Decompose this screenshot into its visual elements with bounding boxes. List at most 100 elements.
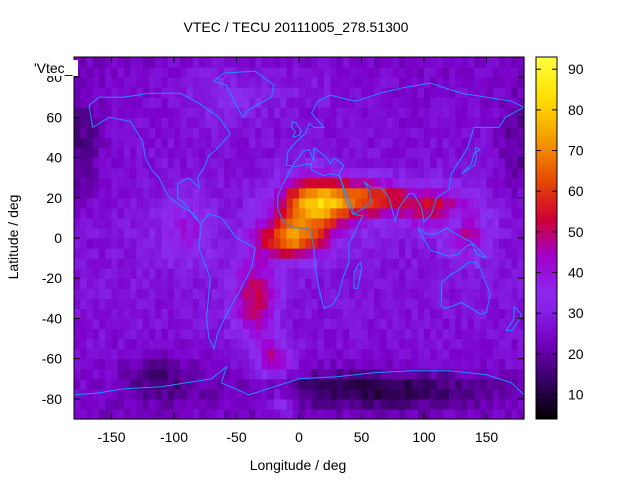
heatmap-cell bbox=[205, 167, 213, 179]
heatmap-cell bbox=[455, 248, 463, 259]
heatmap-cell bbox=[305, 167, 313, 179]
heatmap-cell bbox=[280, 157, 288, 169]
heatmap-cell bbox=[111, 137, 119, 149]
heatmap-cell bbox=[174, 127, 181, 139]
heatmap-cell bbox=[499, 167, 506, 179]
heatmap-cell bbox=[355, 288, 363, 299]
heatmap-cell bbox=[380, 227, 388, 239]
heatmap-cell bbox=[467, 328, 475, 340]
heatmap-cell bbox=[161, 238, 169, 249]
heatmap-cell bbox=[224, 157, 231, 169]
heatmap-cell bbox=[249, 238, 256, 249]
heatmap-cell bbox=[267, 187, 275, 199]
heatmap-cell bbox=[349, 157, 356, 169]
heatmap-cell bbox=[180, 378, 188, 390]
heatmap-cell bbox=[199, 368, 206, 380]
heatmap-cell bbox=[474, 328, 481, 340]
heatmap-cell bbox=[311, 187, 319, 199]
heatmap-cell bbox=[274, 398, 281, 410]
heatmap-cell bbox=[305, 368, 313, 380]
heatmap-cell bbox=[142, 328, 150, 340]
heatmap-cell bbox=[130, 107, 138, 118]
heatmap-cell bbox=[405, 177, 413, 189]
heatmap-cell bbox=[342, 227, 350, 239]
heatmap-cell bbox=[317, 398, 325, 410]
heatmap-cell bbox=[436, 147, 444, 159]
heatmap-cell bbox=[492, 378, 500, 390]
heatmap-cell bbox=[511, 57, 519, 68]
heatmap-cell bbox=[286, 177, 294, 189]
heatmap-cell bbox=[274, 207, 281, 219]
heatmap-cell bbox=[342, 167, 350, 179]
heatmap-cell bbox=[424, 318, 431, 330]
heatmap-cell bbox=[386, 288, 394, 299]
heatmap-cell bbox=[92, 227, 100, 239]
heatmap-cell bbox=[130, 187, 138, 199]
heatmap-cell bbox=[261, 157, 269, 169]
heatmap-cell bbox=[424, 258, 431, 269]
heatmap-cell bbox=[511, 117, 519, 128]
heatmap-cell bbox=[255, 117, 263, 128]
heatmap-cell bbox=[149, 77, 156, 88]
heatmap-cell bbox=[492, 398, 500, 410]
heatmap-cell bbox=[86, 398, 94, 410]
heatmap-cell bbox=[461, 117, 469, 128]
heatmap-cell bbox=[386, 238, 394, 249]
heatmap-cell bbox=[149, 67, 156, 78]
heatmap-cell bbox=[417, 338, 425, 350]
heatmap-cell bbox=[361, 328, 369, 340]
heatmap-cell bbox=[467, 298, 475, 309]
heatmap-cell bbox=[186, 107, 194, 118]
heatmap-cell bbox=[411, 227, 419, 239]
heatmap-cell bbox=[392, 258, 400, 269]
heatmap-cell bbox=[211, 207, 219, 219]
heatmap-cell bbox=[467, 67, 475, 78]
heatmap-cell bbox=[211, 117, 219, 128]
heatmap-cell bbox=[505, 57, 513, 68]
heatmap-cell bbox=[511, 147, 519, 159]
heatmap-cell bbox=[311, 358, 319, 370]
heatmap-cell bbox=[349, 117, 356, 128]
heatmap-cell bbox=[342, 298, 350, 309]
heatmap-cell bbox=[349, 278, 356, 289]
heatmap-cell bbox=[286, 197, 294, 209]
heatmap-cell bbox=[199, 408, 206, 420]
heatmap-cell bbox=[455, 107, 463, 118]
heatmap-cell bbox=[311, 378, 319, 390]
heatmap-cell bbox=[192, 358, 200, 370]
heatmap-cell bbox=[330, 408, 338, 420]
heatmap-cell bbox=[224, 278, 231, 289]
heatmap-cell bbox=[99, 278, 106, 289]
heatmap-cell bbox=[86, 217, 94, 229]
heatmap-cell bbox=[486, 57, 494, 68]
heatmap-cell bbox=[342, 358, 350, 370]
heatmap-cell bbox=[386, 107, 394, 118]
heatmap-cell bbox=[161, 408, 169, 420]
heatmap-cell bbox=[255, 268, 263, 279]
heatmap-cell bbox=[286, 298, 294, 309]
heatmap-cell bbox=[305, 268, 313, 279]
heatmap-cell bbox=[499, 137, 506, 149]
heatmap-cell bbox=[286, 77, 294, 88]
heatmap-cell bbox=[105, 408, 113, 420]
heatmap-cell bbox=[192, 107, 200, 118]
heatmap-cell bbox=[80, 328, 88, 340]
heatmap-cell bbox=[211, 328, 219, 340]
heatmap-cell bbox=[130, 117, 138, 128]
heatmap-cell bbox=[386, 77, 394, 88]
heatmap-cell bbox=[374, 147, 381, 159]
heatmap-cell bbox=[417, 117, 425, 128]
heatmap-cell bbox=[217, 408, 225, 420]
heatmap-cell bbox=[180, 298, 188, 309]
heatmap-cell bbox=[80, 107, 88, 118]
heatmap-cell bbox=[142, 238, 150, 249]
heatmap-cell bbox=[124, 127, 131, 139]
heatmap-cell bbox=[461, 378, 469, 390]
heatmap-cell bbox=[292, 298, 300, 309]
heatmap-cell bbox=[224, 167, 231, 179]
heatmap-cell bbox=[186, 358, 194, 370]
heatmap-cell bbox=[80, 348, 88, 360]
heatmap-cell bbox=[267, 227, 275, 239]
heatmap-cell bbox=[130, 268, 138, 279]
heatmap-cell bbox=[236, 97, 244, 108]
